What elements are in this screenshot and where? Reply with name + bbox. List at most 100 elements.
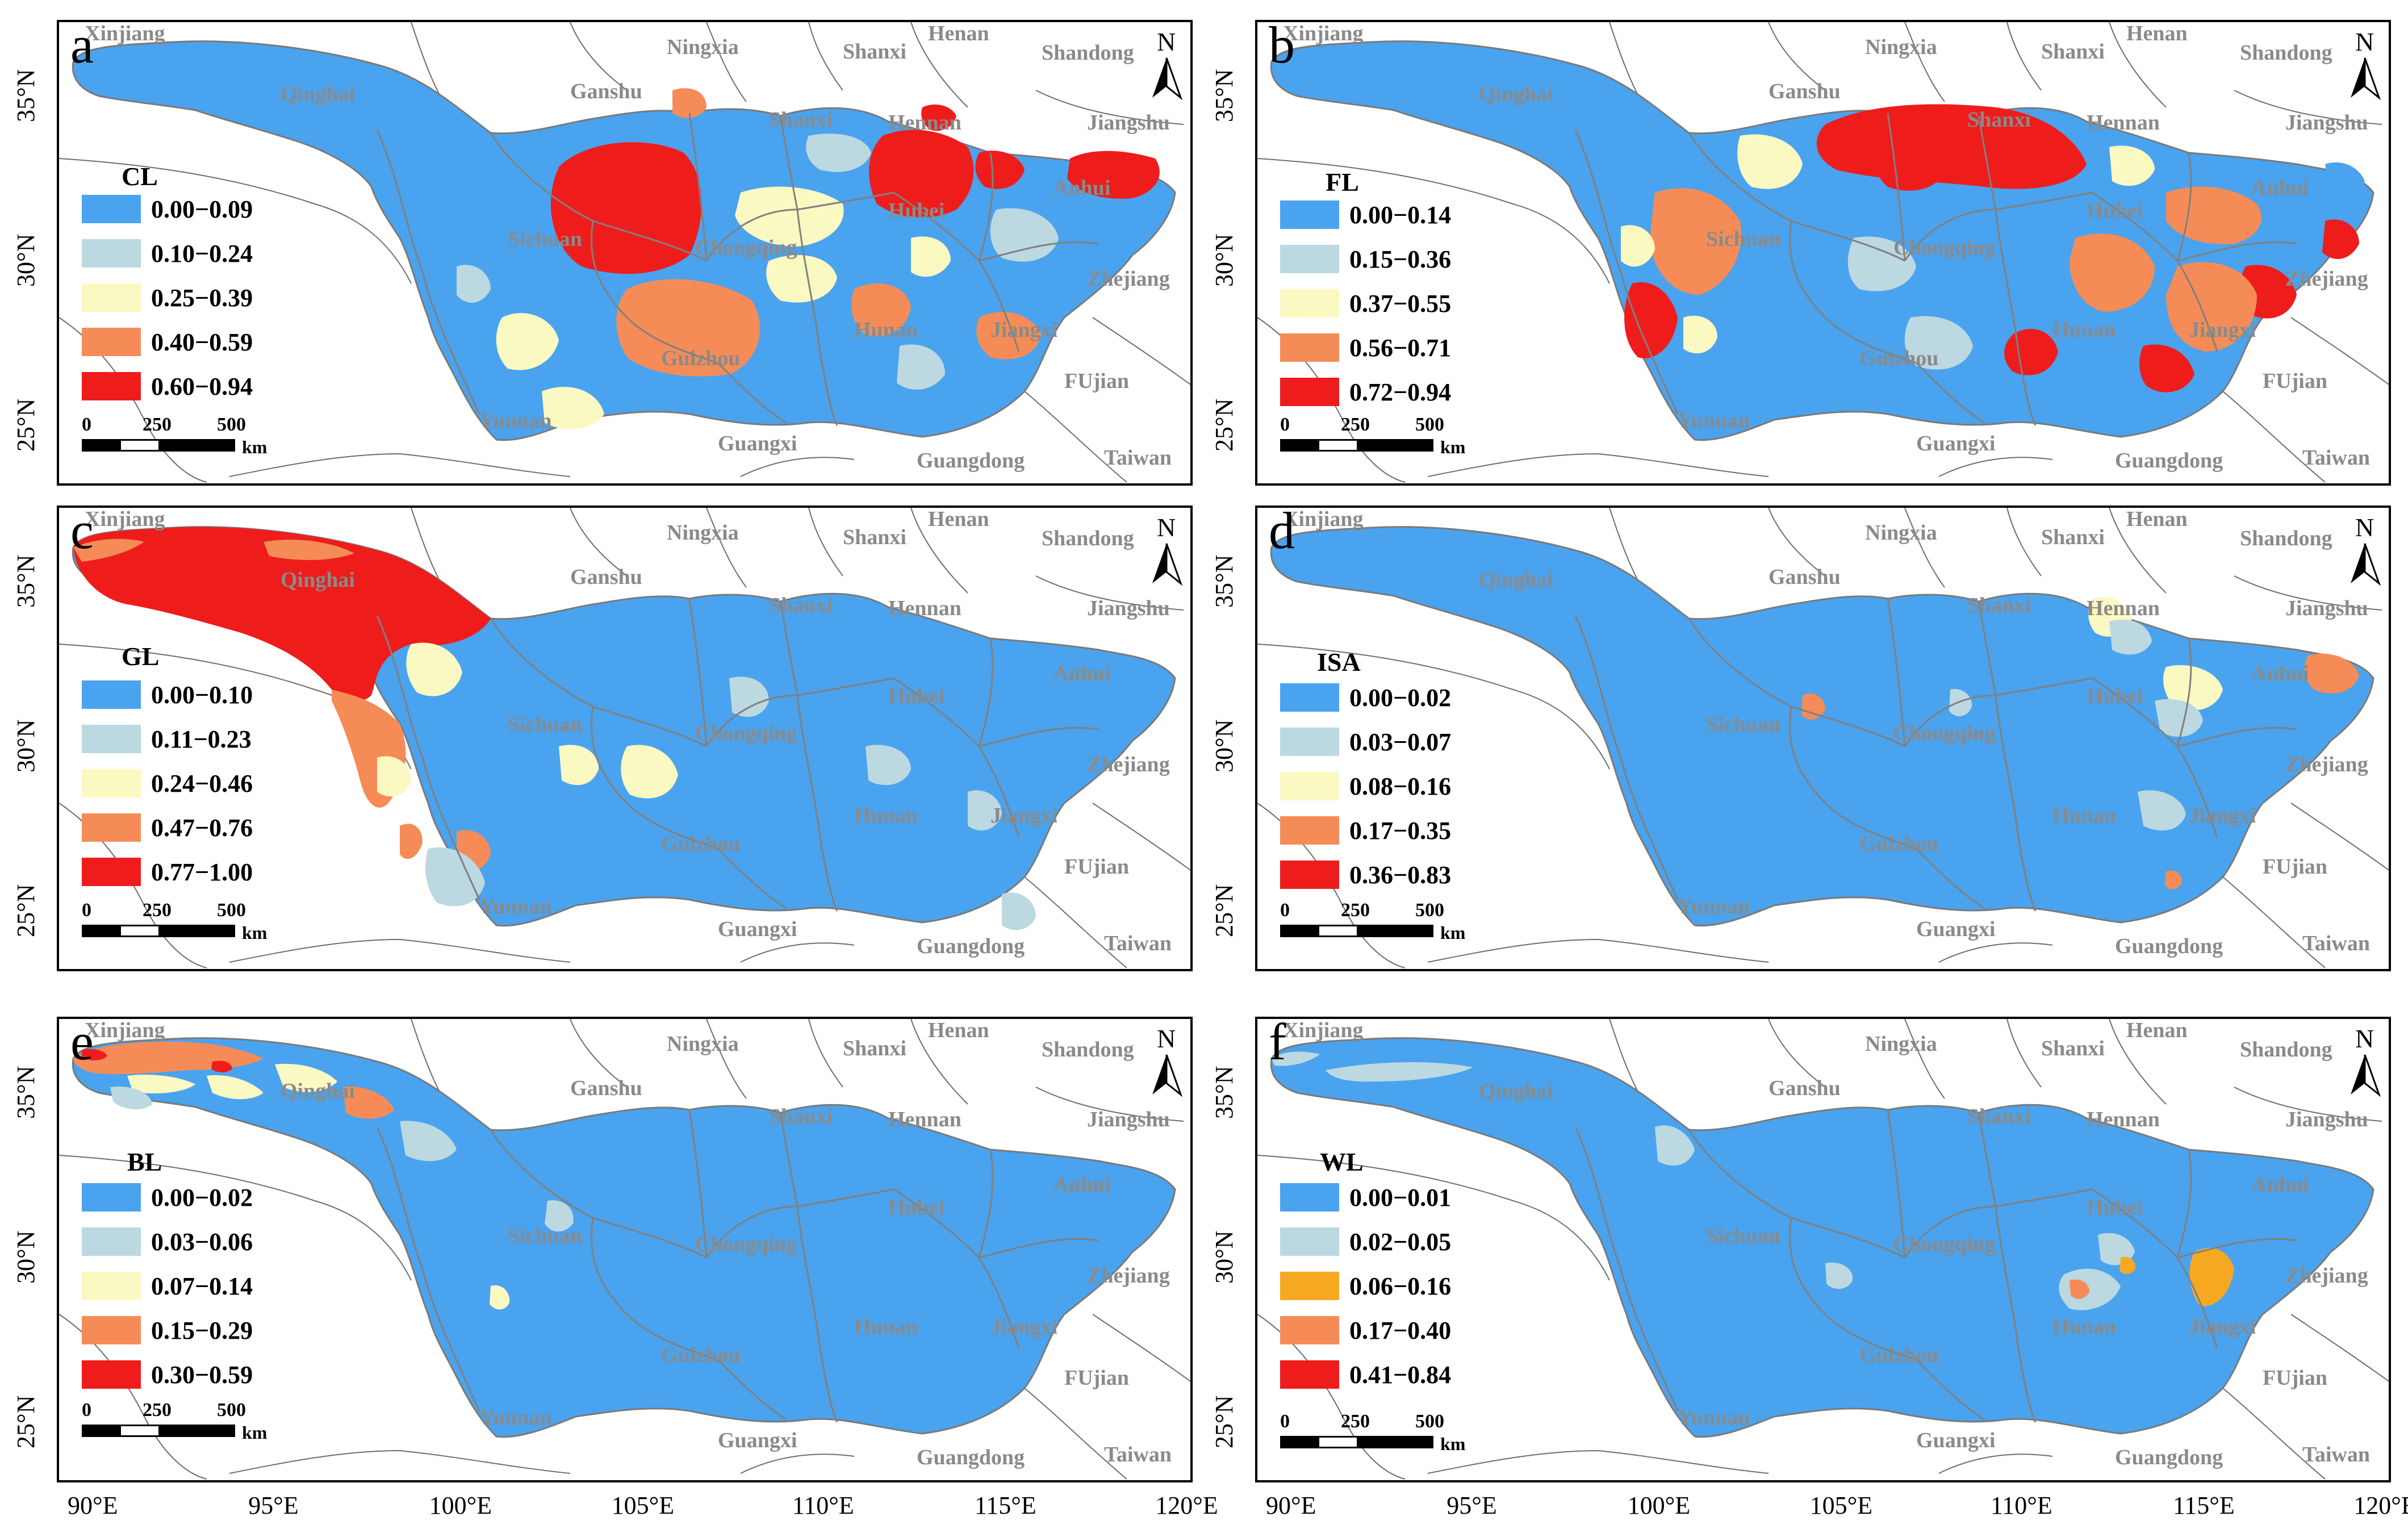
latitude-label: 30°N — [12, 233, 40, 287]
region-label: Taiwan — [1104, 932, 1172, 955]
legend-swatch — [1280, 289, 1339, 318]
neighbor-boundary — [2290, 1314, 2389, 1382]
region-label: FUjian — [2263, 1366, 2327, 1390]
region-label: Shanxi — [1967, 594, 2031, 617]
county-class-1 — [1326, 1062, 1473, 1082]
province-boundary — [1887, 598, 1906, 747]
region-label: Ningxia — [667, 1032, 739, 1056]
region-label: Guangdong — [917, 449, 1025, 473]
region-label: Qinghai — [281, 82, 355, 106]
scale-tick-500: 500 — [1415, 1411, 1444, 1432]
map-canvas — [59, 22, 1190, 483]
neighbor-boundary — [2234, 1087, 2382, 1122]
map-canvas — [1257, 508, 2389, 968]
scale-bar: 0 250 500 km — [1280, 414, 1465, 460]
scale-tick-250: 250 — [1341, 900, 1370, 921]
legend-swatch — [82, 195, 141, 223]
county-class-0 — [2325, 162, 2365, 195]
scale-bar-graphic — [82, 1425, 235, 1437]
scale-tick-250: 250 — [1341, 414, 1370, 435]
province-boundary — [2177, 241, 2297, 262]
county-class-2 — [559, 745, 599, 786]
region-label: Jiangshu — [1087, 596, 1170, 620]
county-class-3 — [2070, 233, 2155, 312]
map-panel-a: Xinjiang Ningxia Shanxi Henan Shandong Qingha… — [57, 20, 1193, 486]
county-class-4 — [921, 105, 956, 131]
legend-title: FL — [1326, 168, 1359, 197]
legend-label: 0.00−0.14 — [1349, 200, 1452, 229]
scale-unit: km — [242, 437, 267, 457]
region-label: Guizhou — [1859, 1343, 1939, 1367]
scale-unit: km — [1440, 922, 1466, 943]
neighbor-boundary — [2006, 1019, 2042, 1088]
province-boundary — [591, 706, 718, 850]
neighbor-boundary — [1768, 508, 1826, 577]
region-label: Anhui — [2251, 662, 2309, 686]
latitude-label: 25°N — [1210, 884, 1238, 937]
region-label: Anhui — [1053, 1173, 1111, 1197]
latitude-label: 30°N — [12, 1230, 40, 1284]
region-label: Shandong — [2240, 1038, 2332, 1062]
latitude-label: 35°N — [12, 69, 40, 122]
county-class-2 — [2189, 1248, 2234, 1306]
legend-item: 0.24−0.46 — [82, 767, 253, 800]
province-boundary — [979, 726, 1099, 747]
legend-label: 0.11−0.23 — [151, 725, 252, 753]
neighbor-boundary — [570, 1019, 628, 1088]
county-class-1 — [1825, 1263, 1853, 1289]
region-label: Chongqing — [695, 1233, 797, 1256]
region-label: Zhejiang — [1087, 753, 1170, 776]
legend-item: 0.41−0.84 — [1280, 1358, 1451, 1391]
region-label: Hubei — [888, 199, 945, 223]
longitude-label: 95°E — [248, 1492, 299, 1519]
county-class-3 — [400, 824, 423, 859]
legend-swatch — [1280, 245, 1339, 273]
neighbor-boundary — [2222, 876, 2326, 968]
region-label: FUjian — [1064, 855, 1129, 879]
north-label: N — [2355, 513, 2374, 542]
neighbor-boundary — [1092, 1314, 1190, 1382]
province-boundary — [1978, 601, 1997, 696]
region-label: Anhui — [1053, 662, 1111, 686]
latitude-label: 25°N — [1210, 398, 1238, 452]
neighbor-boundary — [1024, 1388, 1127, 1480]
neighbor-boundary — [1938, 1453, 2053, 1474]
north-arrow-icon: N — [2345, 1024, 2385, 1097]
region-label: Henan — [2126, 22, 2188, 45]
latitude-label: 35°N — [1210, 69, 1238, 122]
region-label: Jiangshu — [1087, 111, 1170, 135]
scale-unit: km — [1440, 437, 1466, 457]
legend-item: 0.00−0.10 — [82, 678, 253, 711]
county-class-2 — [2163, 665, 2223, 711]
county-class-1 — [866, 745, 911, 786]
region-label: Shandong — [1042, 527, 1134, 550]
region-label: Shanxi — [769, 108, 833, 132]
neighbor-boundary — [2290, 317, 2389, 386]
region-label: Shanxi — [843, 1037, 906, 1060]
province-boundary — [1978, 115, 1997, 210]
scale-bar-graphic — [82, 925, 235, 937]
region-label: Chongqing — [1893, 236, 1996, 260]
map-canvas — [59, 508, 1190, 968]
region-label: Zhejiang — [1087, 267, 1170, 291]
province-boundary — [2177, 726, 2297, 747]
region-label: Guangdong — [917, 1446, 1025, 1469]
longitude-label: 90°E — [1265, 1492, 1316, 1519]
north-label: N — [2355, 27, 2374, 56]
scale-bar-graphic — [82, 439, 235, 452]
legend-item: 0.03−0.06 — [82, 1225, 253, 1258]
region-label: Sichuan — [1706, 713, 1780, 737]
legend-swatch — [1280, 200, 1339, 229]
scale-ticks: 0 250 500 — [1280, 414, 1444, 436]
legend-label: 0.60−0.94 — [151, 372, 253, 400]
legend-label: 0.10−0.24 — [151, 239, 253, 268]
scale-tick-0: 0 — [82, 414, 91, 435]
region-label: Guizhou — [1859, 346, 1939, 370]
latitude-label: 35°N — [12, 554, 40, 608]
scale-unit: km — [1440, 1434, 1466, 1454]
county-class-3 — [2165, 870, 2183, 889]
county-class-3 — [672, 88, 706, 118]
panel-letter: a — [70, 20, 94, 74]
neighbor-boundary — [1024, 876, 1127, 968]
county-class-2 — [207, 1075, 264, 1100]
